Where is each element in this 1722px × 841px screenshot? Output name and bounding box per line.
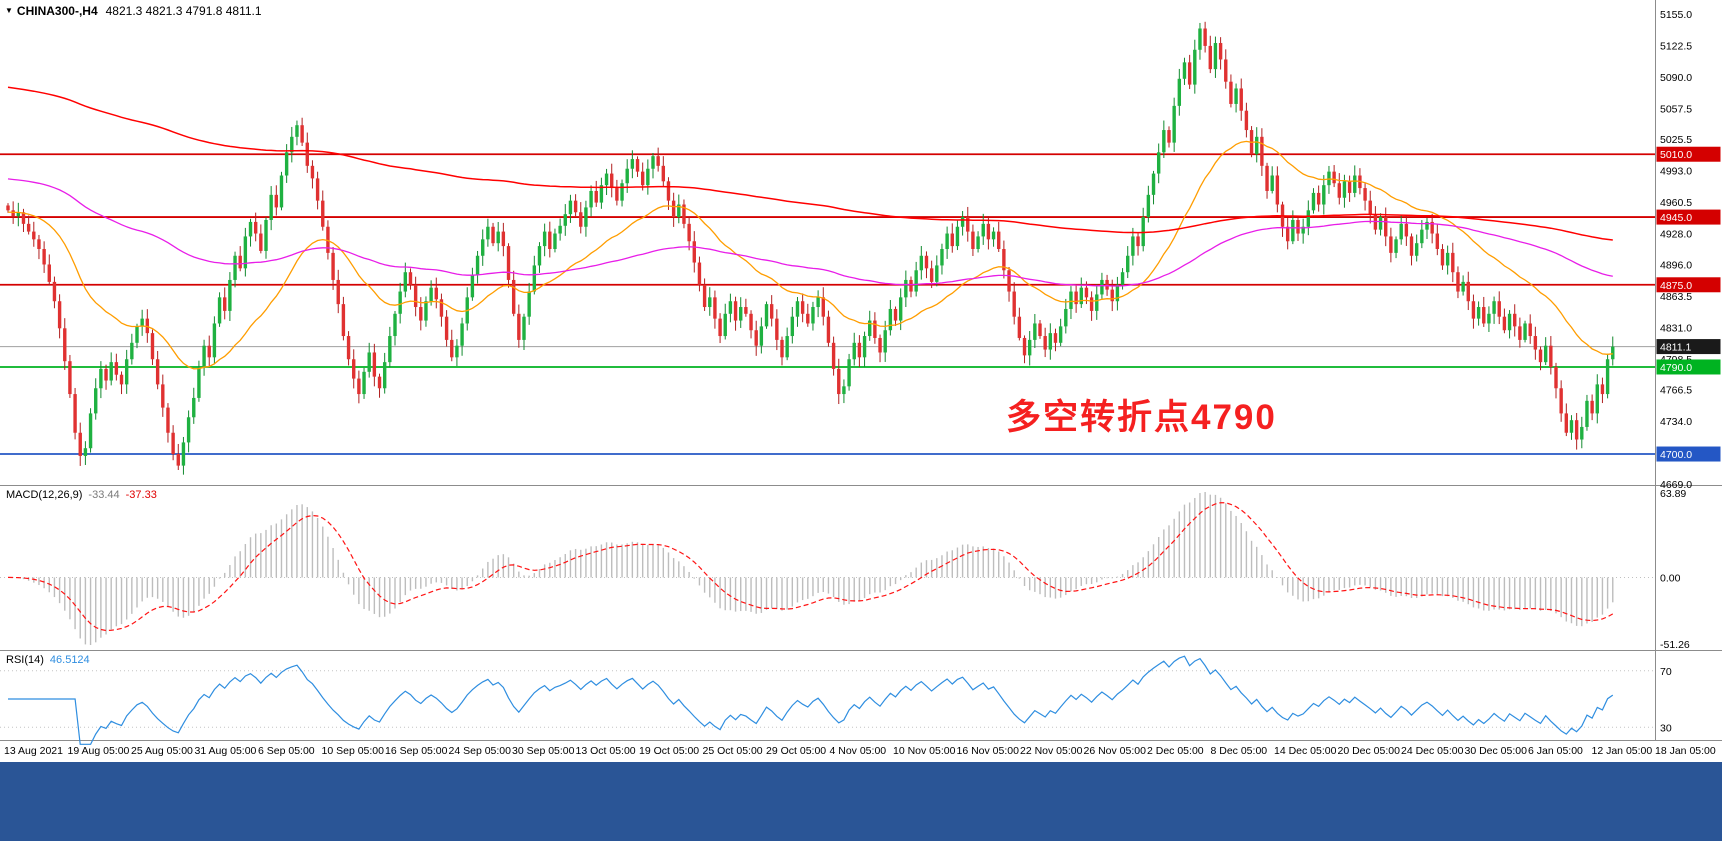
svg-text:5155.0: 5155.0: [1660, 9, 1692, 21]
svg-text:4734.0: 4734.0: [1660, 416, 1692, 428]
price-tag: 4875.0: [1656, 277, 1721, 293]
svg-text:4790.0: 4790.0: [1660, 362, 1692, 374]
svg-text:4700.0: 4700.0: [1660, 449, 1692, 461]
candles-layer: [6, 21, 1615, 475]
svg-text:22 Nov 05:00: 22 Nov 05:00: [1020, 745, 1083, 757]
rsi-name: RSI(14): [6, 654, 44, 666]
svg-text:4928.0: 4928.0: [1660, 229, 1692, 241]
rsi-layer: [8, 655, 1614, 745]
price-tag: 4790.0: [1656, 359, 1721, 375]
svg-text:10 Sep 05:00: 10 Sep 05:00: [322, 745, 385, 757]
svg-text:26 Nov 05:00: 26 Nov 05:00: [1084, 745, 1147, 757]
svg-text:4875.0: 4875.0: [1660, 280, 1692, 292]
rsi-axis: 70 30: [1660, 666, 1672, 735]
svg-text:-51.26: -51.26: [1660, 639, 1690, 651]
svg-text:5057.5: 5057.5: [1660, 103, 1692, 115]
svg-text:10 Nov 05:00: 10 Nov 05:00: [893, 745, 956, 757]
svg-text:5010.0: 5010.0: [1660, 149, 1692, 161]
svg-text:29 Oct 05:00: 29 Oct 05:00: [766, 745, 826, 757]
macd-axis: 63.89 0.00 -51.26: [1660, 488, 1690, 651]
svg-text:5122.5: 5122.5: [1660, 40, 1692, 52]
svg-text:8 Dec 05:00: 8 Dec 05:00: [1211, 745, 1268, 757]
svg-text:4960.5: 4960.5: [1660, 197, 1692, 209]
price-axis: 5155.0 5122.5 5090.0 5057.5 5025.5 4993.0 4960…: [1660, 9, 1692, 491]
svg-text:13 Aug 2021: 13 Aug 2021: [4, 745, 63, 757]
svg-text:4831.0: 4831.0: [1660, 322, 1692, 334]
price-tag: 4700.0: [1656, 446, 1721, 462]
price-tag: 5010.0: [1656, 146, 1721, 162]
svg-text:19 Oct 05:00: 19 Oct 05:00: [639, 745, 699, 757]
moving-averages-layer: [7, 86, 1613, 370]
svg-text:6 Jan 05:00: 6 Jan 05:00: [1528, 745, 1583, 757]
annotation-text: 多空转折点4790: [1006, 398, 1277, 437]
macd-indicator-label: MACD(12,26,9) -33.44 -37.33: [6, 489, 157, 501]
ohlc-readout: 4821.3 4821.3 4791.8 4811.1: [105, 4, 262, 18]
svg-text:4863.5: 4863.5: [1660, 291, 1692, 303]
svg-text:30 Sep 05:00: 30 Sep 05:00: [512, 745, 575, 757]
rsi-value: 46.5124: [49, 654, 90, 666]
svg-text:20 Dec 05:00: 20 Dec 05:00: [1338, 745, 1401, 757]
svg-text:2 Dec 05:00: 2 Dec 05:00: [1147, 745, 1204, 757]
rsi-levels: [0, 670, 1655, 728]
date-axis: 13 Aug 2021 19 Aug 05:00 25 Aug 05:00 31 Au…: [4, 745, 1716, 757]
svg-text:18 Jan 05:00: 18 Jan 05:00: [1655, 745, 1716, 757]
price-tag: 4945.0: [1656, 209, 1721, 225]
svg-text:25 Oct 05:00: 25 Oct 05:00: [703, 745, 763, 757]
horizontal-lines-layer: [0, 153, 1655, 455]
taskbar[interactable]: [0, 762, 1722, 841]
svg-text:31 Aug 05:00: 31 Aug 05:00: [195, 745, 257, 757]
svg-text:30: 30: [1660, 722, 1672, 734]
macd-signal-value: -37.33: [125, 489, 157, 501]
svg-text:30 Dec 05:00: 30 Dec 05:00: [1465, 745, 1528, 757]
svg-text:4945.0: 4945.0: [1660, 212, 1692, 224]
rsi-indicator-label: RSI(14) 46.5124: [6, 654, 90, 666]
svg-text:4993.0: 4993.0: [1660, 166, 1692, 178]
svg-text:6 Sep 05:00: 6 Sep 05:00: [258, 745, 315, 757]
chart-canvas[interactable]: 5155.0 5122.5 5090.0 5057.5 5025.5 4993.0 4960…: [0, 0, 1722, 762]
svg-text:16 Sep 05:00: 16 Sep 05:00: [385, 745, 448, 757]
svg-text:0.00: 0.00: [1660, 572, 1681, 584]
svg-text:25 Aug 05:00: 25 Aug 05:00: [131, 745, 193, 757]
svg-text:19 Aug 05:00: 19 Aug 05:00: [68, 745, 130, 757]
price-tag: 4811.1: [1656, 339, 1721, 355]
svg-text:5025.5: 5025.5: [1660, 134, 1692, 146]
svg-text:4766.5: 4766.5: [1660, 385, 1692, 397]
svg-text:16 Nov 05:00: 16 Nov 05:00: [957, 745, 1020, 757]
svg-text:4669.0: 4669.0: [1660, 479, 1692, 491]
svg-text:4811.1: 4811.1: [1660, 342, 1691, 354]
svg-text:4 Nov 05:00: 4 Nov 05:00: [830, 745, 887, 757]
macd-layer: [7, 492, 1614, 645]
svg-text:24 Sep 05:00: 24 Sep 05:00: [449, 745, 512, 757]
symbol-timeframe-label: CHINA300-,H4: [16, 4, 98, 18]
svg-text:4896.0: 4896.0: [1660, 259, 1692, 271]
symbol-dropdown-icon[interactable]: ▼: [5, 6, 13, 15]
svg-text:70: 70: [1660, 666, 1672, 678]
svg-text:14 Dec 05:00: 14 Dec 05:00: [1274, 745, 1337, 757]
svg-text:12 Jan 05:00: 12 Jan 05:00: [1592, 745, 1653, 757]
chart-title: ▼ CHINA300-,H4 4821.3 4821.3 4791.8 4811.1: [5, 4, 262, 18]
svg-text:63.89: 63.89: [1660, 488, 1686, 500]
svg-text:13 Oct 05:00: 13 Oct 05:00: [576, 745, 636, 757]
macd-name: MACD(12,26,9): [6, 489, 83, 501]
svg-text:24 Dec 05:00: 24 Dec 05:00: [1401, 745, 1464, 757]
macd-main-value: -33.44: [88, 489, 120, 501]
svg-text:5090.0: 5090.0: [1660, 72, 1692, 84]
